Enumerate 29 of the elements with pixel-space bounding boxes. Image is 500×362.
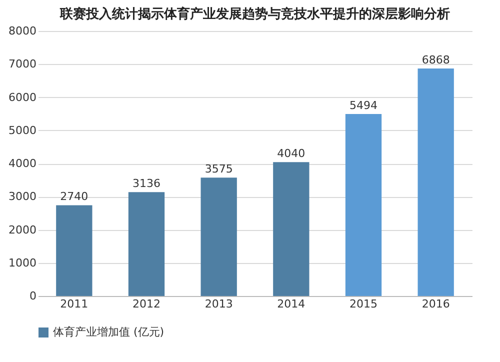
bar [56,205,92,296]
y-tick-label: 4000 [8,157,36,170]
y-tick-label: 2000 [8,223,36,236]
data-label: 2740 [60,190,88,204]
x-tick-label: 2013 [204,298,233,310]
y-tick-label: 5000 [8,124,36,137]
y-tick-label: 6000 [8,90,36,104]
y-tick-label: 0 [30,290,36,302]
y-tick-label: 3000 [8,190,36,204]
x-tick-label: 2015 [350,298,378,310]
data-label: 6868 [422,54,450,66]
data-label: 4040 [277,147,306,160]
bar [345,114,382,296]
x-tick-label: 2011 [60,298,88,310]
y-tick-label: 8000 [8,24,36,38]
data-label: 5494 [350,99,378,112]
data-label: 3136 [132,177,160,190]
x-tick-label: 2012 [132,298,160,310]
y-tick-label: 7000 [8,58,36,71]
bar [273,162,310,296]
legend-label: 体育产业增加值 (亿元) [53,326,164,338]
bar [418,68,454,296]
bar [128,192,165,296]
x-tick-label: 2016 [422,298,450,310]
y-tick-label: 1000 [8,256,36,270]
x-tick-label: 2014 [277,298,306,310]
chart-title: 联赛投入统计揭示体育产业发展趋势与竞技水平提升的深层影响分析 [59,6,450,22]
data-label: 3575 [204,162,233,176]
bar [200,178,237,296]
